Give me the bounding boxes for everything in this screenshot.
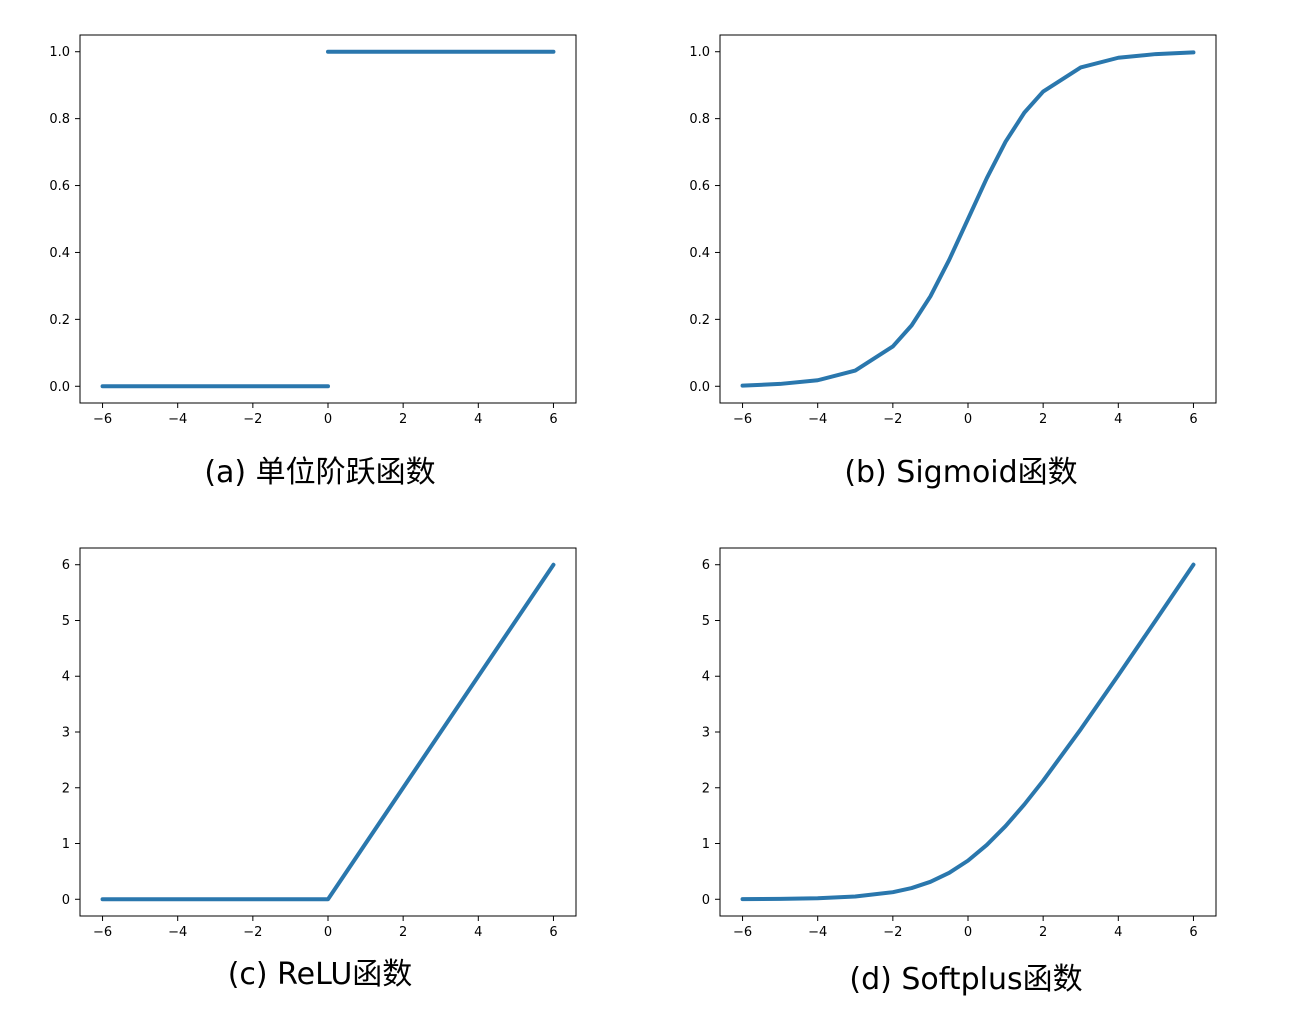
softplus-y-tick-label: 1	[702, 837, 710, 852]
relu-series-line-0	[100, 562, 556, 902]
sigmoid-y-tick-label: 0.2	[689, 313, 710, 328]
softplus-series-line-0	[740, 562, 1196, 902]
unit-step-caption: (a) 单位阶跃函数	[204, 455, 435, 490]
softplus-caption: (d) Softplus函数	[849, 962, 1082, 997]
softplus-x-tick-label: 2	[1039, 925, 1047, 940]
sigmoid-y-tick-label: 0.4	[689, 246, 710, 261]
chart-softplus: −6 −4 −2 0 2 4 6 0 1 2 3 4 5 6 (d) Softplus函数	[702, 547, 1217, 997]
sigmoid-y-tick-label: 0.8	[689, 112, 710, 127]
sigmoid-x-tick-label: 4	[1114, 412, 1122, 427]
unit-step-x-tick-label: −6	[93, 412, 112, 427]
chart-sigmoid: −6 −4 −2 0 2 4 6 0.0 0.2 0.4 0.6 0.8 1.0 (b) Sigmoid函…	[689, 34, 1217, 490]
unit-step-y-tick-label: 0.4	[49, 246, 70, 261]
sigmoid-x-tick-label: 6	[1189, 412, 1197, 427]
unit-step-y-tick-label: 0.8	[49, 112, 70, 127]
relu-x-tick-label: −4	[168, 925, 187, 940]
sigmoid-x-tick-label: −6	[733, 412, 752, 427]
relu-x-tick-label: 2	[399, 925, 407, 940]
relu-caption: (c) ReLU函数	[228, 957, 413, 992]
softplus-x-tick-label: −6	[733, 925, 752, 940]
softplus-y-tick-label: 3	[702, 726, 710, 741]
unit-step-x-tick-label: −2	[243, 412, 262, 427]
unit-step-x-tick-label: 6	[549, 412, 557, 427]
sigmoid-y-tick-label: 0.6	[689, 179, 710, 194]
softplus-x-tick-label: −4	[808, 925, 827, 940]
sigmoid-x-tick-label: −4	[808, 412, 827, 427]
sigmoid-x-tick-label: 2	[1039, 412, 1047, 427]
unit-step-x-tick-label: −4	[168, 412, 187, 427]
unit-step-y-tick-label: 1.0	[49, 45, 70, 60]
sigmoid-x-tick-label: −2	[883, 412, 902, 427]
sigmoid-series-line-0	[740, 50, 1196, 388]
relu-axes-frame	[79, 547, 577, 917]
sigmoid-caption: (b) Sigmoid函数	[844, 455, 1077, 490]
unit-step-x-tick-label: 2	[399, 412, 407, 427]
relu-y-tick-label: 3	[62, 726, 70, 741]
sigmoid-x-tick-label: 0	[964, 412, 972, 427]
sigmoid-y-tick-label: 0.0	[689, 380, 710, 395]
softplus-x-tick-label: 6	[1189, 925, 1197, 940]
unit-step-y-tick-label: 0.0	[49, 380, 70, 395]
softplus-y-tick-label: 6	[702, 558, 710, 573]
relu-x-tick-label: −2	[243, 925, 262, 940]
unit-step-x-tick-label: 4	[474, 412, 482, 427]
relu-x-tick-label: 6	[549, 925, 557, 940]
softplus-x-tick-label: 4	[1114, 925, 1122, 940]
softplus-y-tick-label: 4	[702, 670, 710, 685]
relu-y-tick-label: 4	[62, 670, 70, 685]
chart-relu: −6 −4 −2 0 2 4 6 0 1 2 3 4 5 6 (c) ReLU函数	[62, 547, 577, 992]
sigmoid-y-tick-label: 1.0	[689, 45, 710, 60]
relu-y-tick-label: 2	[62, 781, 70, 796]
chart-unit-step: −6 −4 −2 0 2 4 6 0.0 0.2 0.4 0.6 0.8 1.0 (a) 单位阶跃函数	[49, 34, 577, 490]
relu-y-tick-label: 0	[62, 893, 70, 908]
softplus-y-tick-label: 2	[702, 781, 710, 796]
unit-step-axes-frame	[79, 34, 577, 404]
relu-x-tick-label: 4	[474, 925, 482, 940]
softplus-y-tick-label: 5	[702, 614, 710, 629]
relu-y-tick-label: 5	[62, 614, 70, 629]
unit-step-y-tick-label: 0.6	[49, 179, 70, 194]
softplus-x-tick-label: 0	[964, 925, 972, 940]
relu-y-tick-label: 6	[62, 558, 70, 573]
softplus-x-tick-label: −2	[883, 925, 902, 940]
unit-step-x-tick-label: 0	[324, 412, 332, 427]
relu-x-tick-label: −6	[93, 925, 112, 940]
relu-y-tick-label: 1	[62, 837, 70, 852]
softplus-y-tick-label: 0	[702, 893, 710, 908]
unit-step-y-tick-label: 0.2	[49, 313, 70, 328]
relu-x-tick-label: 0	[324, 925, 332, 940]
